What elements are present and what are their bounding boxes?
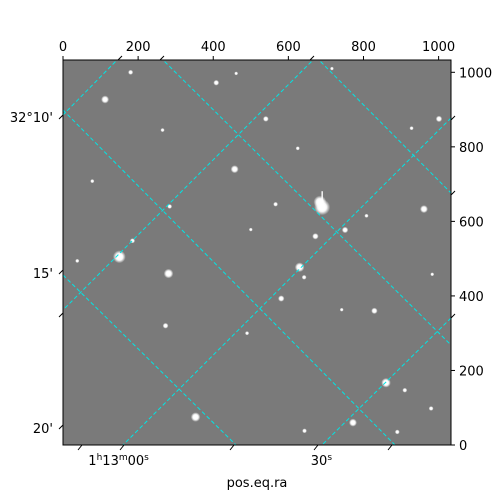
star-core <box>246 332 248 335</box>
world-tick <box>309 55 315 61</box>
ra-tick-label: 1h13m00s <box>88 453 149 469</box>
star-core <box>129 71 132 74</box>
star-core <box>116 253 123 260</box>
grid-line <box>321 317 451 445</box>
star-core <box>303 276 306 279</box>
dec-tick-label: 15' <box>33 267 53 282</box>
star-core <box>437 117 441 121</box>
world-tick <box>117 55 123 61</box>
star-core <box>274 203 277 206</box>
x-axis-title: pos.eq.ra <box>227 476 288 491</box>
world-tick <box>58 114 64 120</box>
x-tick-label: 800 <box>351 40 376 55</box>
dec-tick-label: 32°10' <box>10 111 53 126</box>
world-tick <box>77 444 83 451</box>
stars-layer <box>75 66 443 435</box>
ticks-layer <box>58 55 456 451</box>
y-tick-label: 200 <box>459 364 484 379</box>
star-core <box>232 167 237 171</box>
star-core <box>91 180 94 183</box>
grid-line <box>63 60 118 116</box>
star-core <box>340 308 343 311</box>
world-tick <box>450 190 456 196</box>
world-tick <box>229 444 235 451</box>
grid-line <box>162 60 451 346</box>
star-core <box>166 271 171 276</box>
star-core <box>396 430 399 434</box>
star-core <box>214 81 218 84</box>
tick-labels-layer: 0 200 400 600 800 1000 0 200 400 600 800 1000 32°10'… <box>10 40 492 469</box>
star-core <box>235 72 237 75</box>
world-tick <box>58 269 64 275</box>
star-core <box>372 309 376 313</box>
x-tick-label: 1000 <box>422 40 455 55</box>
star-core <box>249 228 252 231</box>
grid-line <box>63 274 237 445</box>
star-core <box>264 117 268 121</box>
star-core <box>164 324 167 327</box>
x-tick-label: 600 <box>276 40 301 55</box>
star-core <box>279 297 283 300</box>
grid-line <box>318 60 451 194</box>
star-core <box>103 97 107 102</box>
world-tick <box>119 444 125 451</box>
y-tick-label: 800 <box>459 141 484 156</box>
star-core <box>343 228 347 232</box>
star-core <box>383 380 389 385</box>
star-core <box>168 205 171 208</box>
ra-tick-label: 30s <box>311 453 333 469</box>
star-core <box>314 234 317 238</box>
y-tick-label: 0 <box>459 439 467 454</box>
grid-line <box>63 60 314 311</box>
world-tick <box>450 313 456 319</box>
star-core <box>365 214 368 217</box>
y-tick-label: 600 <box>459 215 484 230</box>
dec-tick-label: 20' <box>33 422 53 437</box>
coordinate-grid <box>63 60 451 445</box>
star-core <box>161 129 164 131</box>
world-tick <box>159 55 165 61</box>
star-core <box>422 207 426 211</box>
world-tick <box>450 115 456 121</box>
star-core <box>403 389 406 392</box>
star-core <box>318 203 326 211</box>
x-tick-label: 400 <box>201 40 226 55</box>
world-tick <box>58 424 64 430</box>
star-core <box>303 429 306 432</box>
grid-line <box>122 117 451 445</box>
x-tick-label: 0 <box>59 40 67 55</box>
star-core <box>296 147 299 150</box>
x-tick-label: 200 <box>126 40 151 55</box>
world-tick <box>387 444 393 451</box>
world-tick <box>313 444 319 451</box>
grid-line <box>63 109 396 445</box>
world-tick <box>58 312 64 318</box>
star-core <box>431 273 434 276</box>
y-tick-label: 400 <box>459 290 484 305</box>
star-core <box>331 67 333 70</box>
star-core <box>193 414 198 420</box>
star-core <box>430 407 433 410</box>
star-core <box>76 259 79 262</box>
y-tick-label: 1000 <box>459 66 492 81</box>
star-core <box>297 265 302 270</box>
star-core <box>351 420 355 425</box>
star-core <box>410 127 413 130</box>
plot-frame <box>62 59 452 446</box>
